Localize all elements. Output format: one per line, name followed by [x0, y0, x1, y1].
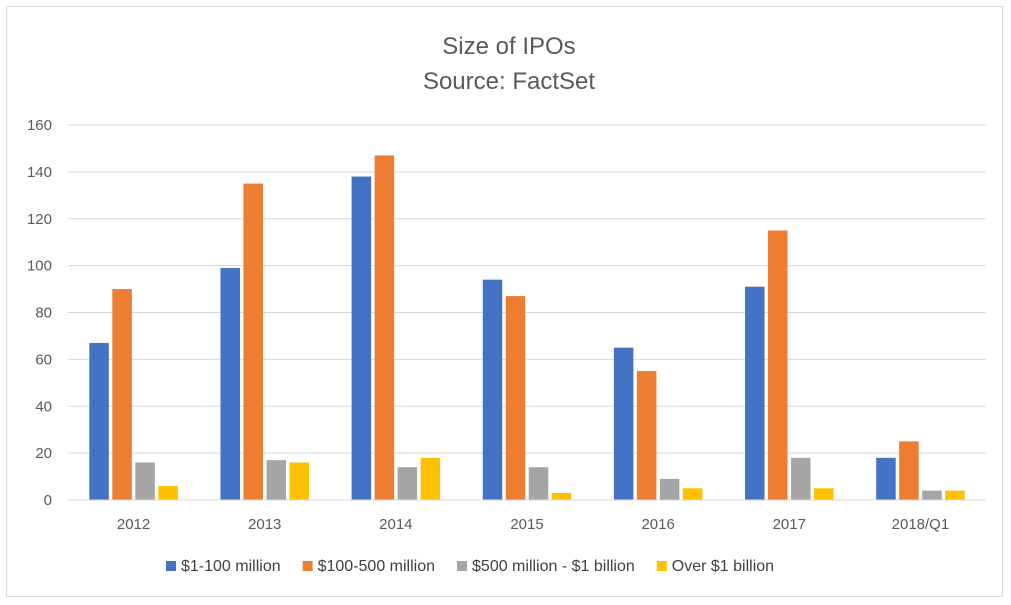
- bar: [420, 457, 441, 500]
- bar: [220, 267, 240, 500]
- x-tick-label: 2013: [248, 516, 281, 533]
- bar: [636, 371, 657, 500]
- bar: [266, 460, 286, 500]
- bar: [682, 488, 703, 500]
- y-tick-label: 20: [35, 445, 52, 462]
- y-tick-label: 140: [27, 164, 52, 181]
- bar: [374, 155, 395, 500]
- legend: $1-100 million $100-500 million $500 milli…: [166, 558, 774, 575]
- bar: [351, 176, 372, 500]
- chart-subtitle: Source: FactSet: [423, 68, 595, 95]
- x-tick-label: 2014: [379, 516, 412, 533]
- bar: [397, 467, 418, 500]
- bar: [135, 462, 155, 500]
- legend-swatch: [302, 561, 313, 571]
- bar: [528, 467, 549, 500]
- bar: [768, 230, 788, 500]
- legend-label: $500 million - $1 billion: [472, 558, 635, 575]
- legend-swatch: [166, 561, 176, 571]
- bar: [659, 478, 680, 500]
- bar: [745, 286, 765, 500]
- legend-label: $1-100 million: [181, 558, 281, 575]
- bar: [922, 490, 942, 500]
- bar: [945, 490, 965, 500]
- y-axis-ticks: 0 20 40 60 80 100 120 140 160: [27, 117, 52, 509]
- y-tick-label: 160: [27, 117, 52, 134]
- bar: [482, 279, 503, 500]
- bar: [112, 289, 132, 500]
- bar: [613, 347, 634, 500]
- x-tick-label: 2016: [641, 516, 674, 533]
- bar: [289, 462, 309, 500]
- bar: [243, 183, 263, 500]
- x-tick-label: 2012: [117, 516, 150, 533]
- x-tick-label: 2018/Q1: [892, 516, 950, 533]
- y-tick-label: 80: [35, 305, 52, 322]
- bar: [899, 441, 919, 500]
- legend-label: Over $1 billion: [672, 558, 774, 575]
- bar: [505, 296, 526, 500]
- bar: [158, 485, 178, 500]
- y-tick-label: 100: [27, 258, 52, 275]
- chart-title: Size of IPOs: [442, 33, 575, 60]
- x-tick-label: 2015: [510, 516, 543, 533]
- y-tick-label: 60: [35, 351, 52, 368]
- x-axis-ticks: 2012 2013 2014 2015 2016 2017 2018/Q1: [117, 516, 949, 533]
- bar: [791, 457, 811, 500]
- y-tick-label: 120: [27, 211, 52, 228]
- bar: [814, 488, 834, 500]
- legend-swatch: [457, 561, 468, 571]
- y-tick-label: 40: [35, 398, 52, 415]
- bar: [89, 342, 109, 500]
- y-tick-label: 0: [44, 492, 52, 509]
- x-tick-label: 2017: [773, 516, 806, 533]
- bar: [876, 457, 896, 500]
- gridlines: [68, 124, 986, 454]
- legend-label: $100-500 million: [318, 558, 435, 575]
- bars: [89, 155, 965, 500]
- bar: [551, 492, 572, 500]
- legend-swatch: [656, 561, 667, 571]
